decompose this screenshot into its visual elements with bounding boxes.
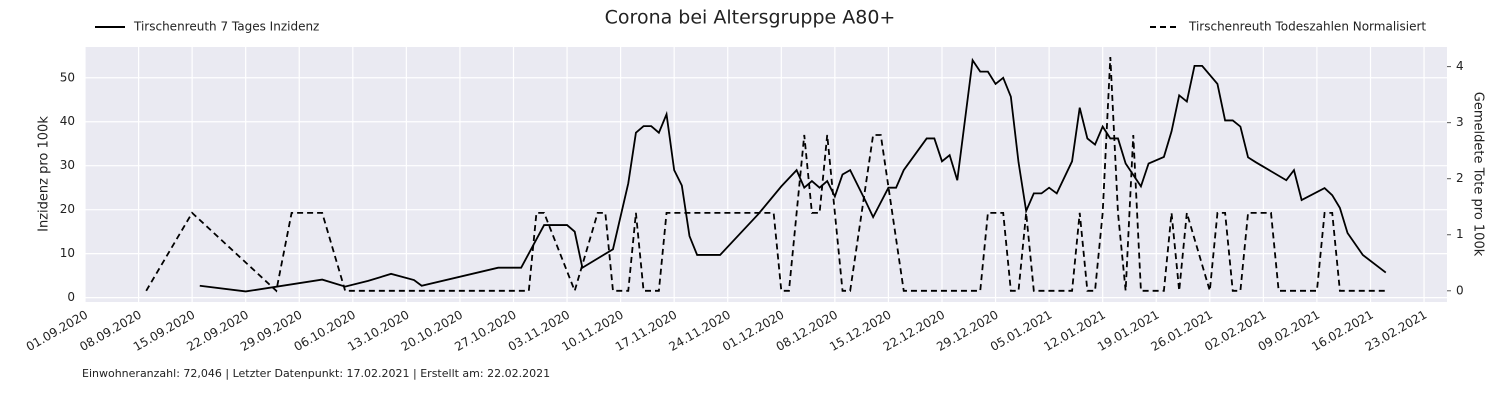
chart-title: Corona bei Altersgruppe A80+ (605, 7, 896, 29)
y-tick-label: 10 (60, 246, 75, 260)
legend-label: Tirschenreuth Todeszahlen Normalisiert (1188, 20, 1426, 34)
y-tick-label: 0 (67, 290, 75, 304)
y2-axis-label: Gemeldete Tote pro 100k (1471, 92, 1486, 257)
y-tick-label: 40 (60, 114, 75, 128)
legend-label: Tirschenreuth 7 Tages Inzidenz (133, 20, 319, 34)
y2-tick-label: 2 (1456, 171, 1464, 185)
footnote: Einwohneranzahl: 72,046 | Letzter Datenp… (82, 367, 550, 380)
y2-tick-label: 1 (1456, 227, 1464, 241)
y-axis-label: Inzidenz pro 100k (37, 116, 52, 232)
data-line (145, 57, 1386, 294)
grid (84, 47, 1451, 302)
y2-tick-label: 3 (1456, 115, 1464, 129)
y2-tick-label: 0 (1456, 283, 1464, 297)
data-line (199, 57, 1387, 293)
x-tick-label: 23.02.2021 (1363, 308, 1430, 354)
y-tick-label: 50 (60, 70, 75, 84)
plot-area (85, 47, 1447, 302)
y-tick-label: 30 (60, 158, 75, 172)
y-tick-label: 20 (60, 202, 75, 216)
y2-tick-label: 4 (1456, 59, 1464, 73)
marks (145, 57, 1387, 294)
